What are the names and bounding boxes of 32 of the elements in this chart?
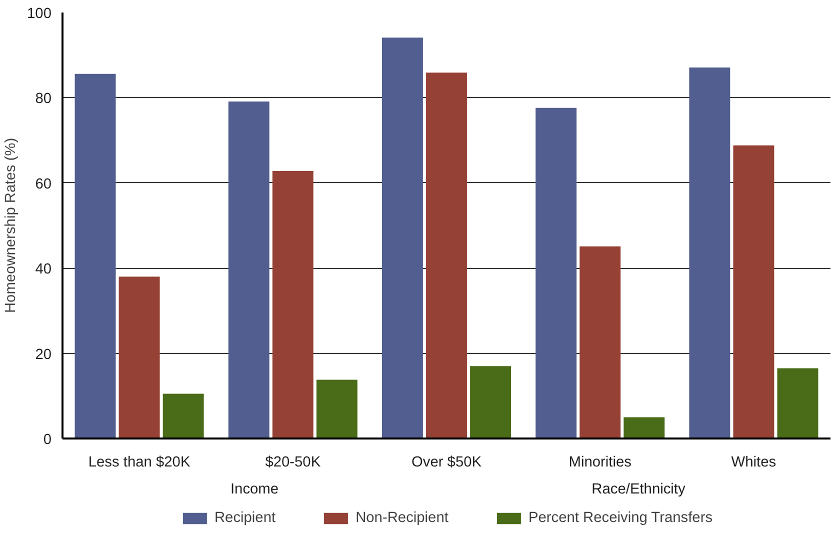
x-tick-label: Less than $20K xyxy=(88,454,190,470)
bar xyxy=(272,170,314,438)
x-tick-label: $20-50K xyxy=(265,454,321,470)
bar xyxy=(777,368,818,438)
bar xyxy=(162,394,204,438)
text: Income xyxy=(230,482,279,498)
bar xyxy=(426,72,467,438)
bar xyxy=(733,145,774,438)
bar xyxy=(536,108,577,438)
bar xyxy=(316,380,358,438)
bar xyxy=(689,67,730,438)
bar xyxy=(74,74,116,438)
bar xyxy=(580,246,621,438)
y-tick-label: 100 xyxy=(27,6,52,22)
bar xyxy=(228,102,270,438)
x-tick-label: Whites xyxy=(731,454,776,470)
legend-label: Percent Receiving Transfers xyxy=(528,510,713,526)
y-tick-label: 20 xyxy=(35,346,52,363)
y-tick-label: 60 xyxy=(35,176,52,192)
bar xyxy=(470,366,512,438)
legend-label: Recipient xyxy=(214,510,276,526)
x-tick-label: Minorities xyxy=(568,454,632,470)
y-tick-label: 80 xyxy=(35,91,52,108)
y-tick-label: 0 xyxy=(43,432,52,448)
text: Race/Ethnicity xyxy=(592,482,686,498)
x-tick-label: Over $50K xyxy=(411,454,482,470)
bar xyxy=(624,417,665,438)
y-tick-label: 40 xyxy=(35,262,52,278)
legend-label: Non-Recipient xyxy=(356,510,448,526)
bar xyxy=(382,38,423,438)
y-axis-title: Homeownership Rates (%) xyxy=(3,138,20,314)
bar xyxy=(118,276,160,438)
